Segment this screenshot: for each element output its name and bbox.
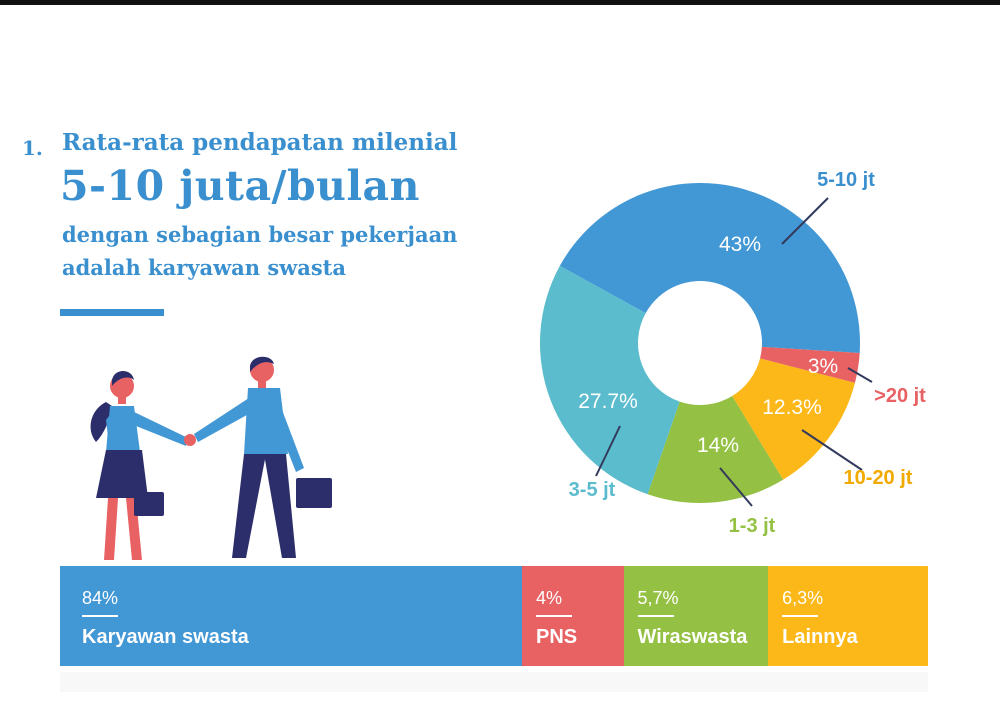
bar-segment-divider (536, 615, 572, 617)
bar-segment-label: PNS (536, 626, 578, 648)
bar-segment-label: Wiraswasta (637, 626, 748, 648)
donut-annotations: 43% 5-10 jt 3% >20 jt 12.3% 10-20 jt 14% 1-3 jt… (569, 169, 927, 537)
employment-stacked-bar: 84% Karyawan swasta 4% PNS 5,7% Wiraswasta 6,3… (60, 566, 928, 666)
bar-segment-divider (782, 615, 819, 617)
leader-line (595, 425, 621, 477)
bar-segment-label: Karyawan swasta (82, 626, 249, 648)
bar-segment-divider (82, 615, 118, 617)
slice-value-label: 14% (697, 434, 739, 457)
handshake-illustration (90, 356, 332, 560)
bar-segment-value: 6,3% (782, 588, 824, 608)
donut-slice-5-10-jt (559, 182, 860, 354)
top-border (0, 0, 1000, 5)
income-donut-chart: 43% 5-10 jt 3% >20 jt 12.3% 10-20 jt 14% 1-3 jt… (540, 169, 927, 537)
woman-figure (90, 371, 188, 560)
bar-segment-divider (637, 615, 674, 617)
bar-segment-lainnya: 6,3% Lainnya (768, 566, 928, 666)
slice-category-label: 5-10 jt (817, 169, 875, 191)
slice-value-label: 12.3% (762, 396, 822, 419)
slice-category-label: 1-3 jt (729, 515, 776, 537)
item-number: 1. (22, 136, 43, 160)
donut-slice-10-20-jt (732, 358, 855, 480)
leader-line (719, 467, 753, 507)
bar-segment-karyawan-swasta: 84% Karyawan swasta (60, 566, 522, 666)
bar-segment-value: 5,7% (637, 588, 679, 608)
bar-segment-pns: 4% PNS (522, 566, 624, 666)
leader-line (801, 429, 863, 471)
donut-slice-1-3-jt (647, 395, 784, 503)
bar-segment-label: Lainnya (782, 626, 858, 648)
man-figure (184, 356, 332, 558)
donut-slice-3-5-jt (540, 265, 680, 495)
bar-segment-wiraswasta: 5,7% Wiraswasta (623, 566, 769, 666)
subtitle-line-2: adalah karyawan swasta (62, 255, 346, 280)
donut-slice-20-jt (760, 346, 860, 383)
leader-line (847, 367, 873, 383)
slice-category-label: >20 jt (874, 385, 926, 407)
slice-category-label: 3-5 jt (569, 479, 616, 501)
accent-underline (60, 309, 164, 316)
slice-category-label: 10-20 jt (844, 467, 913, 489)
slice-value-label: 27.7% (578, 390, 638, 413)
headline: 5-10 juta/bulan (60, 162, 420, 210)
donut-slices (540, 182, 860, 503)
slice-value-label: 3% (808, 355, 838, 378)
title-line: Rata-rata pendapatan milenial (62, 129, 458, 156)
leader-line (781, 197, 829, 245)
slice-value-label: 43% (719, 233, 761, 256)
bottom-shadow (60, 672, 928, 692)
bar-segment-value: 4% (536, 588, 563, 608)
subtitle-line-1: dengan sebagian besar pekerjaan (62, 222, 458, 247)
bar-segment-value: 84% (82, 588, 119, 608)
